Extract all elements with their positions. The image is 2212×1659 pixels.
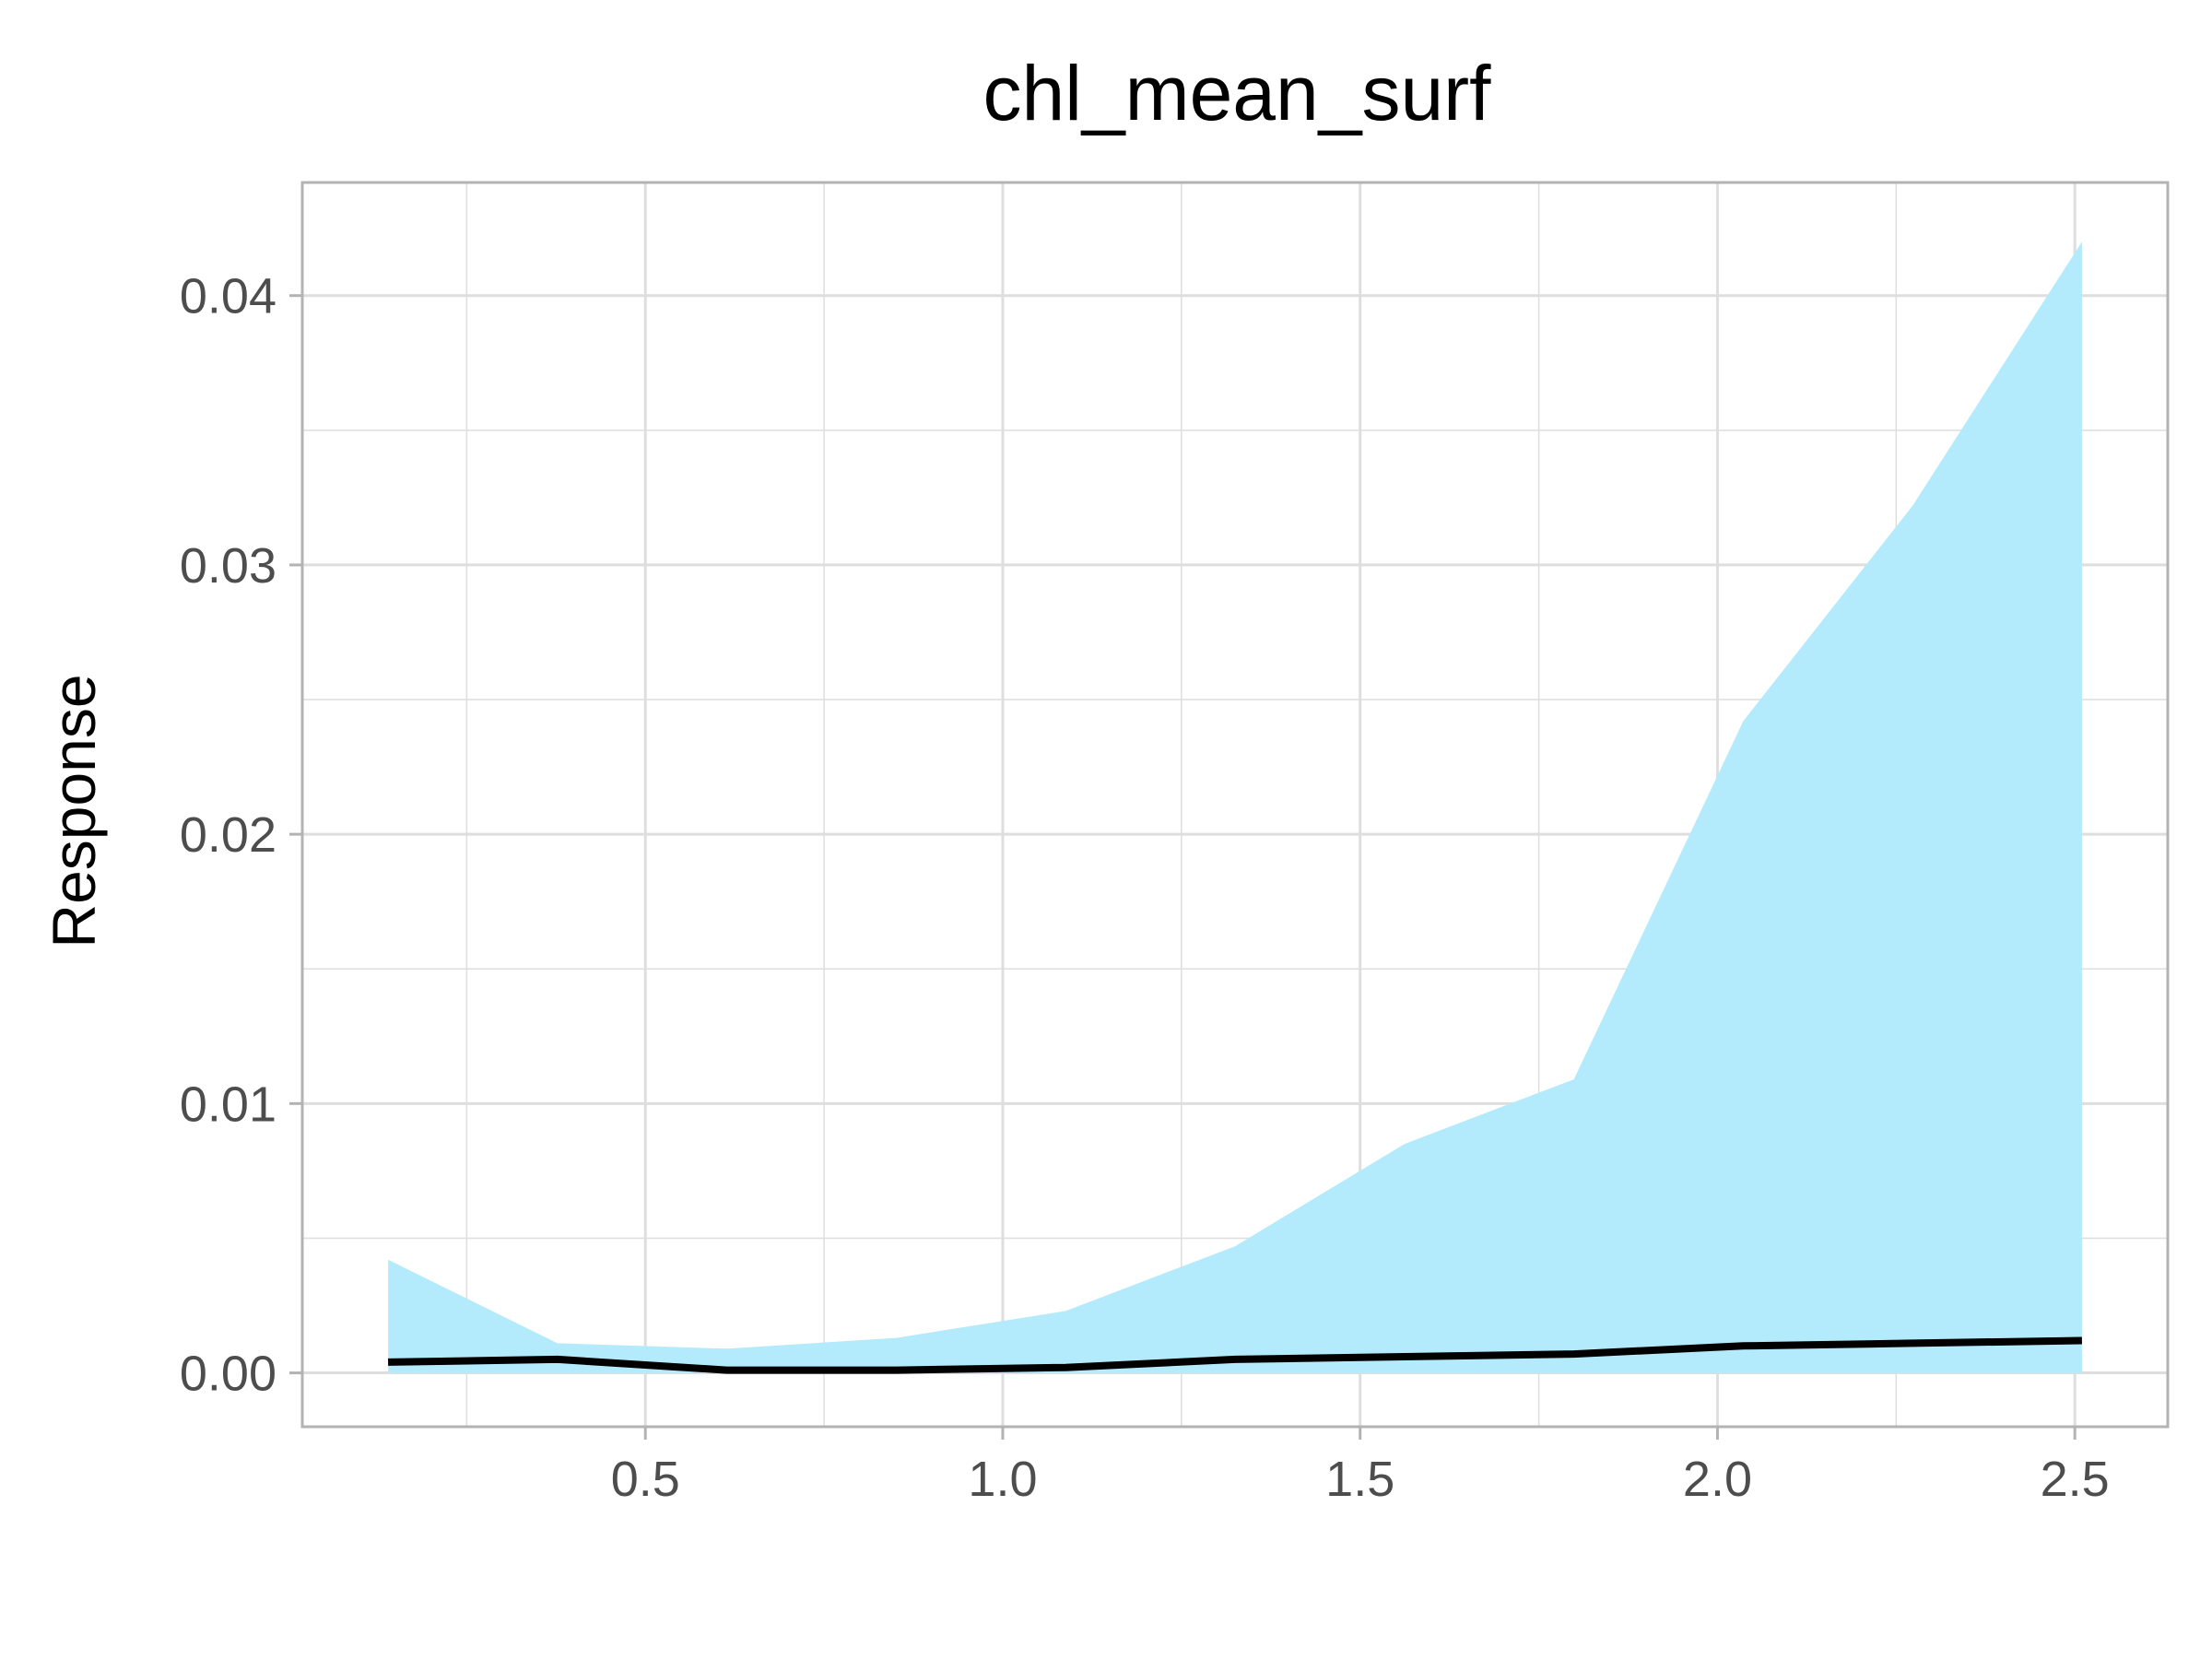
x-tick-label: 0.5: [611, 1452, 680, 1507]
y-tick-label: 0.02: [180, 807, 276, 863]
y-axis-ticks: 0.00 0.01 0.02 0.03 0.04: [180, 269, 302, 1402]
y-tick-label: 0.03: [180, 538, 276, 594]
panel-border: [300, 181, 2170, 1429]
x-tick-label: 1.0: [968, 1452, 1037, 1507]
chart-title: chl_mean_surf: [983, 50, 1492, 136]
response-line: [388, 1336, 2082, 1374]
y-tick-label: 0.01: [180, 1077, 276, 1132]
y-tick-label: 0.00: [180, 1347, 276, 1402]
x-tick-label: 1.5: [1325, 1452, 1394, 1507]
y-axis-title: Response: [40, 674, 108, 947]
x-tick-label: 2.5: [2041, 1452, 2110, 1507]
x-tick-label: 2.0: [1683, 1452, 1752, 1507]
confidence-band: [388, 241, 2082, 1373]
y-tick-label: 0.04: [180, 269, 276, 324]
x-axis-ticks: 0.5 1.0 1.5 2.0 2.5: [611, 1427, 2110, 1507]
